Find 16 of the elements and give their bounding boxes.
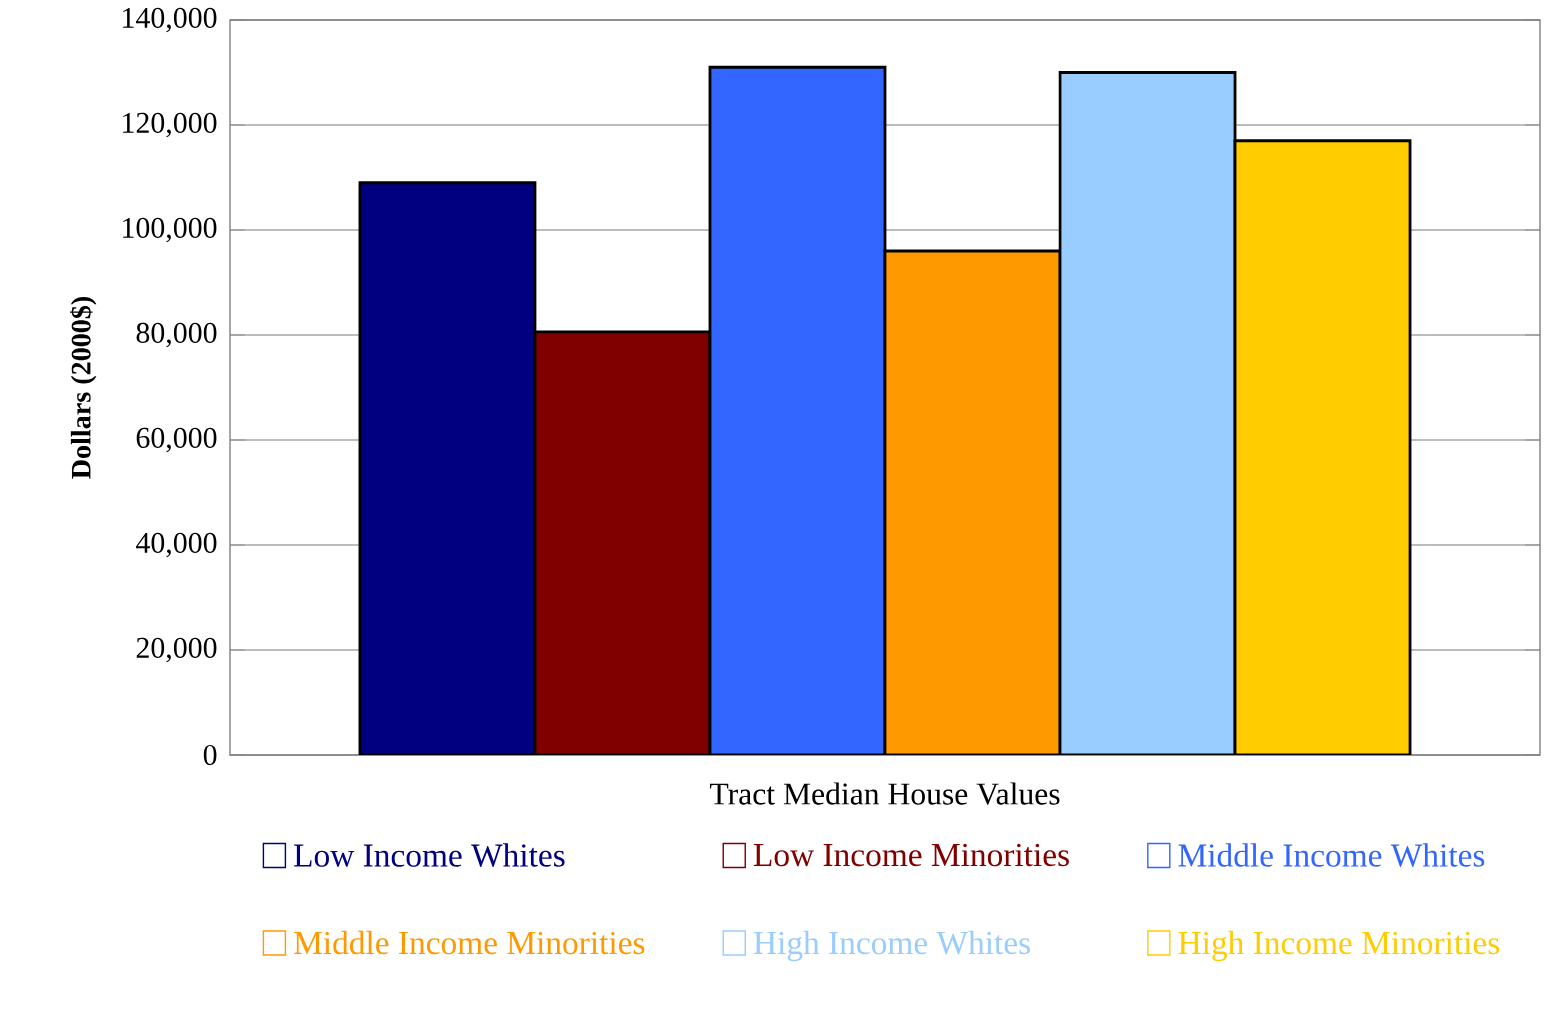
y-tick-label: 20,000 (136, 637, 217, 663)
legend-label: Middle Income Whites (1178, 843, 1485, 867)
legend-label: Low Income Whites (294, 843, 565, 867)
legend-label: High Income Whites (753, 930, 1030, 962)
y-tick-label: 140,000 (123, 7, 217, 33)
y-axis-title: Dollars (2000$) (70, 297, 97, 479)
legend-label: High Income Minorities (1178, 930, 1500, 962)
x-axis-title: Tract Median House Values (709, 782, 1060, 805)
y-tick-label: 60,000 (136, 427, 217, 453)
y-tick-label: 0 (203, 744, 217, 766)
legend-label: Low Income Minorities (753, 843, 1069, 867)
y-tick-label: 100,000 (123, 217, 217, 243)
y-tick-label: 80,000 (136, 322, 217, 348)
y-tick-label: 120,000 (123, 112, 217, 138)
legend-label: Middle Income Minorities (294, 930, 645, 955)
y-tick-label: 40,000 (136, 532, 217, 558)
